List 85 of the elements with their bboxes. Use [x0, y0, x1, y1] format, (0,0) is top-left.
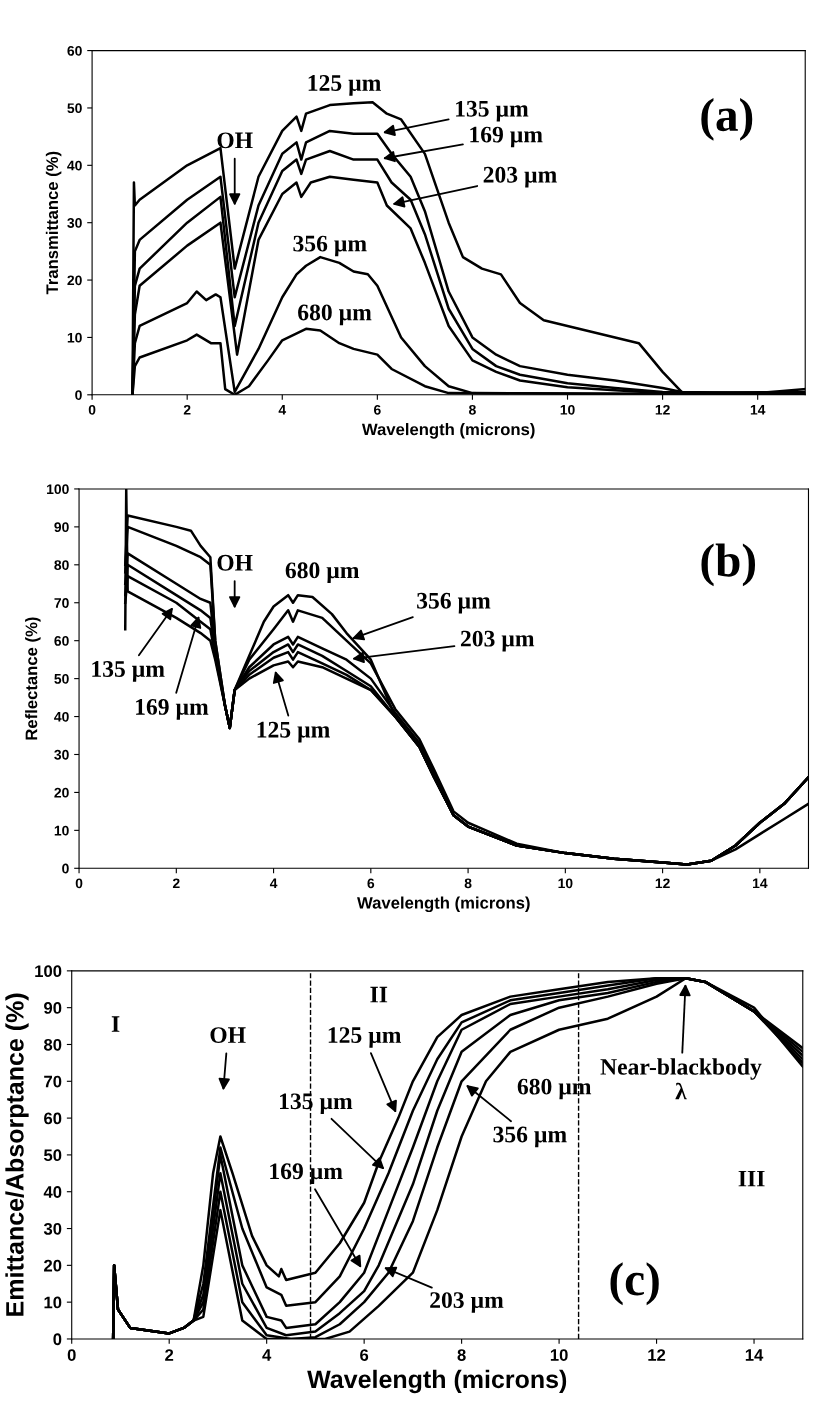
annotation: (b): [701, 543, 756, 587]
annotation: 135 µm: [456, 100, 529, 122]
y-tick-label: 100: [35, 965, 62, 978]
y-tick-label: 70: [44, 1075, 62, 1088]
y-tick-label: 40: [43, 1186, 62, 1198]
y-tick-label: 50: [43, 1149, 62, 1162]
y-tick-label: 40: [67, 160, 82, 171]
annotation: 680 µm: [298, 304, 372, 326]
annotation: 356 µm: [293, 235, 367, 257]
y-tick-label: 60: [44, 1112, 62, 1125]
y-tick-label: 30: [67, 218, 82, 228]
annotation: 125 µm: [328, 1027, 402, 1048]
x-tick-label: 2: [183, 404, 191, 415]
y-tick-label: 30: [54, 749, 69, 760]
annotation: 125 µm: [257, 721, 330, 743]
annotation: Near-blackbody λ: [600, 1058, 762, 1100]
annotation: 680 µm: [517, 1078, 592, 1100]
x-tick-label: 6: [373, 404, 381, 415]
annotation: 135 µm: [92, 661, 165, 682]
annotation: 203 µm: [430, 1292, 504, 1313]
annotation: 356 µm: [417, 592, 491, 614]
y-tick-label: 80: [54, 560, 69, 570]
y-tick-label: 60: [54, 636, 69, 646]
y-tick-label: 40: [54, 711, 69, 722]
y-tick-label: 90: [54, 522, 69, 533]
x-tick-label: 0: [88, 404, 96, 415]
annotation: II: [370, 986, 388, 1003]
y-tick-label: 80: [43, 1038, 62, 1051]
x-tick-label: 8: [457, 1349, 466, 1361]
x-tick-label: 2: [165, 1349, 174, 1361]
annotation: 203 µm: [460, 630, 535, 652]
x-axis-title: Wavelength (microns): [307, 1369, 567, 1394]
annotation: I: [111, 1016, 120, 1032]
y-axis-title: Emittance/Absorptance (%): [5, 993, 29, 1316]
y-tick-label: 20: [67, 275, 82, 286]
x-axis-title: Wavelength (microns): [361, 423, 535, 439]
annotation: 203 µm: [483, 166, 557, 188]
x-tick-label: 10: [558, 878, 573, 889]
annotation: (a): [701, 98, 753, 141]
annotation: 169 µm: [270, 1163, 343, 1185]
y-tick-label: 60: [67, 45, 82, 56]
y-axis-title: Reflectance (%): [25, 617, 41, 740]
x-tick-label: 4: [262, 1349, 272, 1361]
y-tick-label: 0: [62, 863, 69, 874]
x-tick-label: 6: [360, 1349, 369, 1361]
annotation: OH: [217, 554, 253, 571]
x-tick-label: 14: [753, 878, 768, 889]
x-tick-label: 8: [464, 878, 472, 889]
y-tick-label: 30: [43, 1222, 62, 1235]
annotation: OH: [217, 132, 253, 149]
x-tick-label: 10: [550, 1349, 568, 1361]
x-tick-label: 12: [655, 404, 670, 415]
annotation: III: [738, 1170, 765, 1187]
y-tick-label: 50: [54, 673, 69, 684]
annotation: OH: [210, 1027, 246, 1044]
x-tick-label: 2: [172, 878, 180, 889]
y-tick-label: 0: [53, 1333, 62, 1346]
x-tick-label: 6: [367, 878, 375, 889]
x-tick-label: 14: [745, 1349, 764, 1361]
y-tick-label: 0: [75, 390, 82, 400]
y-tick-label: 70: [54, 598, 69, 608]
y-axis-title: Transmittance (%): [45, 151, 62, 295]
x-tick-label: 12: [648, 1349, 666, 1361]
annotation: 169 µm: [470, 126, 543, 148]
y-tick-label: 10: [44, 1296, 62, 1309]
y-tick-label: 100: [47, 484, 69, 495]
y-tick-label: 20: [44, 1259, 62, 1272]
y-tick-label: 10: [67, 332, 82, 343]
x-axis-title: Wavelength (microns): [357, 896, 530, 913]
x-tick-label: 4: [269, 878, 278, 889]
annotation: 680 µm: [285, 562, 360, 584]
annotation: 125 µm: [308, 75, 381, 96]
x-tick-label: 14: [750, 405, 766, 415]
x-tick-label: 12: [655, 878, 670, 889]
annotation: (c): [610, 1262, 659, 1306]
x-tick-label: 8: [469, 404, 476, 415]
annotation: 356 µm: [493, 1126, 567, 1148]
x-tick-label: 10: [560, 404, 575, 415]
y-tick-label: 90: [44, 1002, 62, 1014]
y-tick-label: 10: [54, 825, 69, 836]
x-tick-label: 4: [278, 405, 287, 415]
annotation: 169 µm: [136, 699, 209, 720]
y-tick-label: 50: [67, 103, 82, 114]
annotation: 135 µm: [280, 1093, 353, 1115]
y-tick-label: 20: [54, 787, 69, 798]
